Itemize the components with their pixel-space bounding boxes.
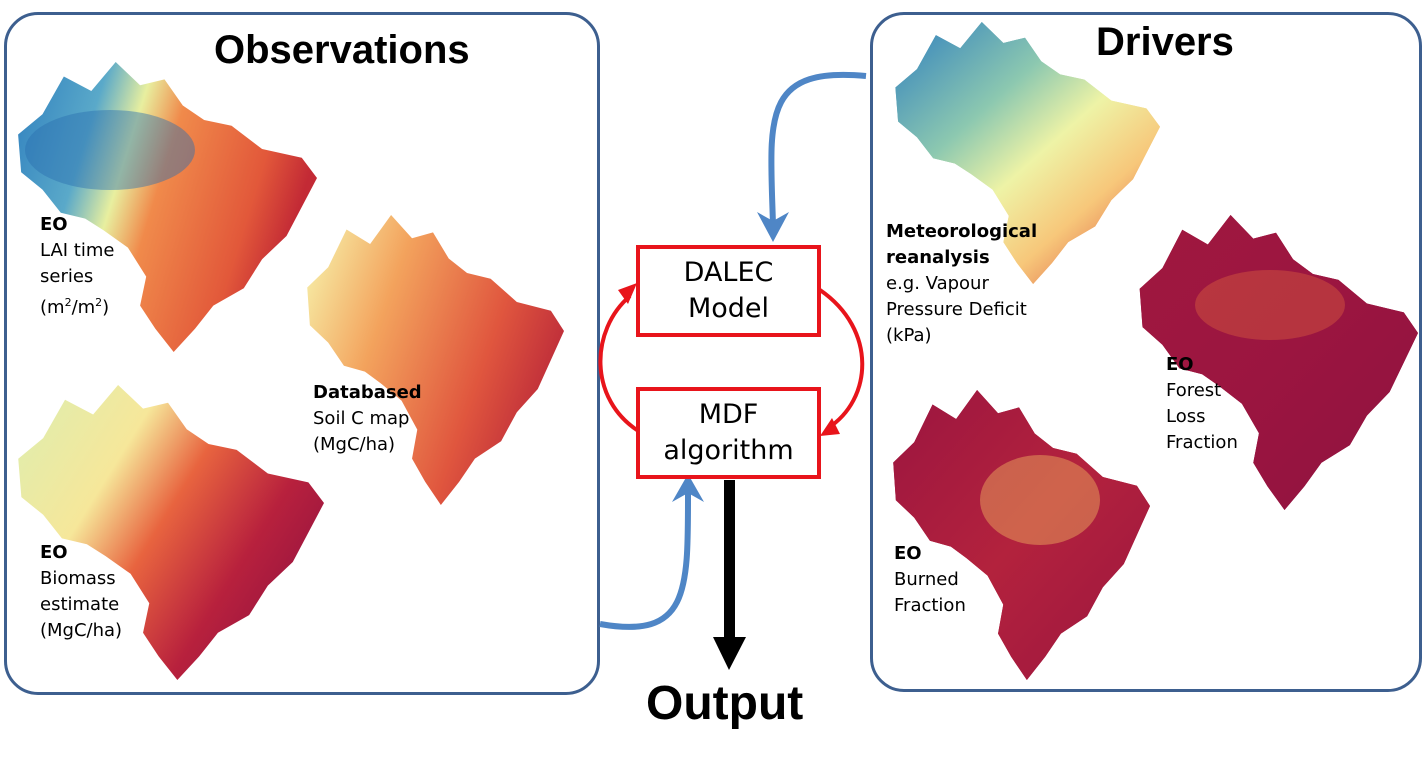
observations-to-mdf-arrow [599,489,692,630]
meteo-tag1: Meteorological [886,221,1038,242]
dalec-to-mdf-arrowhead [820,418,840,436]
mdf-to-dalec-arrowhead [618,283,637,304]
burned-label: EO Burned Fraction [894,541,966,619]
soil-line2: (MgC/ha) [313,434,396,455]
meteo-line3: (kPa) [886,325,932,346]
mdf-to-dalec-arrow [598,294,642,434]
drivers-title: Drivers [1096,20,1234,64]
burned-texture [980,455,1100,545]
mdf-line1: MDF [698,399,759,430]
mdf-algorithm-box: MDF algorithm [636,387,821,479]
dalec-to-mdf-arrow [818,288,865,430]
drivers-to-dalec-arrow [768,71,867,226]
biomass-label: EO Biomass estimate (MgC/ha) [40,540,122,644]
burned-tag: EO [894,543,922,564]
observations-title: Observations [214,28,470,72]
forest-loss-tag: EO [1166,354,1194,375]
brazil-soil-carbon-map [307,215,564,505]
dalec-line2: Model [687,293,770,324]
output-label: Output [646,677,804,730]
biomass-line2: estimate [40,594,120,615]
burned-line2: Fraction [894,595,966,616]
lai-tag: EO [40,214,68,235]
forest-loss-label: EO Forest Loss Fraction [1166,352,1238,456]
dalec-line1: DALEC [683,257,774,288]
soil-line1: Soil C map [313,408,410,429]
lai-texture [25,110,195,190]
soil-tag: Databased [313,382,422,403]
soil-label: Databased Soil C map (MgC/ha) [313,380,422,458]
output-arrow-shaft [724,480,735,640]
forest-loss-line1: Forest [1166,380,1222,401]
meteo-label: Meteorological reanalysis e.g. Vapour Pr… [886,219,1037,349]
drivers-panel [870,12,1422,692]
meteo-tag2: reanalysis [886,247,990,268]
lai-unit: (m2/m2) [40,296,110,318]
lai-line2: series [40,266,94,287]
forest-loss-line2: Loss [1166,406,1206,427]
meteo-line1: e.g. Vapour [886,273,989,294]
mdf-line2: algorithm [663,435,794,466]
dalec-model-box: DALEC Model [636,245,821,337]
burned-line1: Burned [894,569,959,590]
biomass-tag: EO [40,542,68,563]
lai-label: EO LAI time series (m2/m2) [40,212,114,321]
drivers-to-dalec-arrowhead [757,212,789,242]
biomass-line1: Biomass [40,568,116,589]
meteo-line2: Pressure Deficit [886,299,1027,320]
forest-loss-texture [1195,270,1345,340]
lai-line1: LAI time [40,240,115,261]
biomass-line3: (MgC/ha) [40,620,123,641]
output-arrowhead [713,637,746,670]
observations-to-mdf-arrowhead [672,474,704,502]
forest-loss-line3: Fraction [1166,432,1238,453]
